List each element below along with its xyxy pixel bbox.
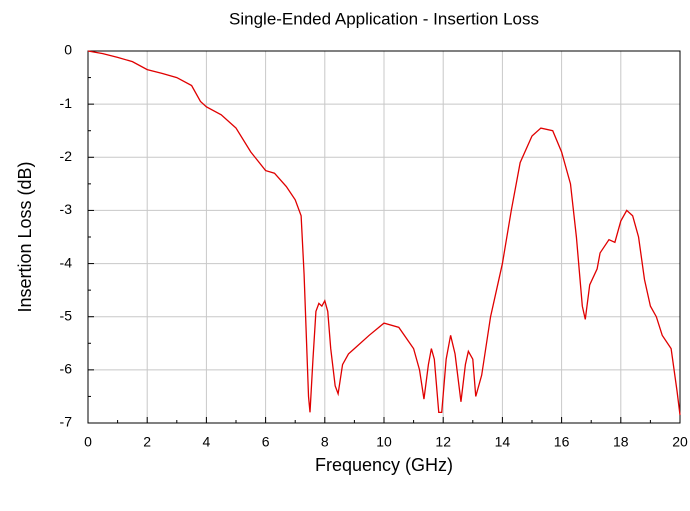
chart-title: Single-Ended Application - Insertion Los…	[229, 9, 539, 28]
x-tick-label: 16	[554, 434, 570, 450]
x-tick-label: 6	[262, 434, 270, 450]
y-tick-label: -3	[60, 201, 73, 217]
y-tick-label: -1	[60, 95, 73, 111]
y-axis-label: Insertion Loss (dB)	[15, 161, 35, 312]
x-axis-label: Frequency (GHz)	[315, 455, 453, 475]
y-tick-label: -6	[60, 361, 73, 377]
x-tick-label: 20	[672, 434, 688, 450]
y-tick-label: -4	[60, 254, 73, 270]
data-line	[87, 50, 681, 416]
x-tick-label: 10	[376, 434, 392, 450]
x-tick-label: 8	[321, 434, 329, 450]
x-tick-label: 12	[435, 434, 451, 450]
y-tick-label: -7	[60, 414, 73, 430]
x-tick-label: 18	[613, 434, 629, 450]
y-tick-label: -2	[60, 148, 73, 164]
x-tick-label: 4	[203, 434, 211, 450]
x-tick-label: 14	[495, 434, 511, 450]
plot-frame	[87, 50, 681, 424]
y-tick-label: 0	[64, 42, 72, 58]
y-tick-label: -5	[60, 307, 73, 323]
x-tick-label: 2	[143, 434, 151, 450]
x-tick-label: 0	[84, 434, 92, 450]
